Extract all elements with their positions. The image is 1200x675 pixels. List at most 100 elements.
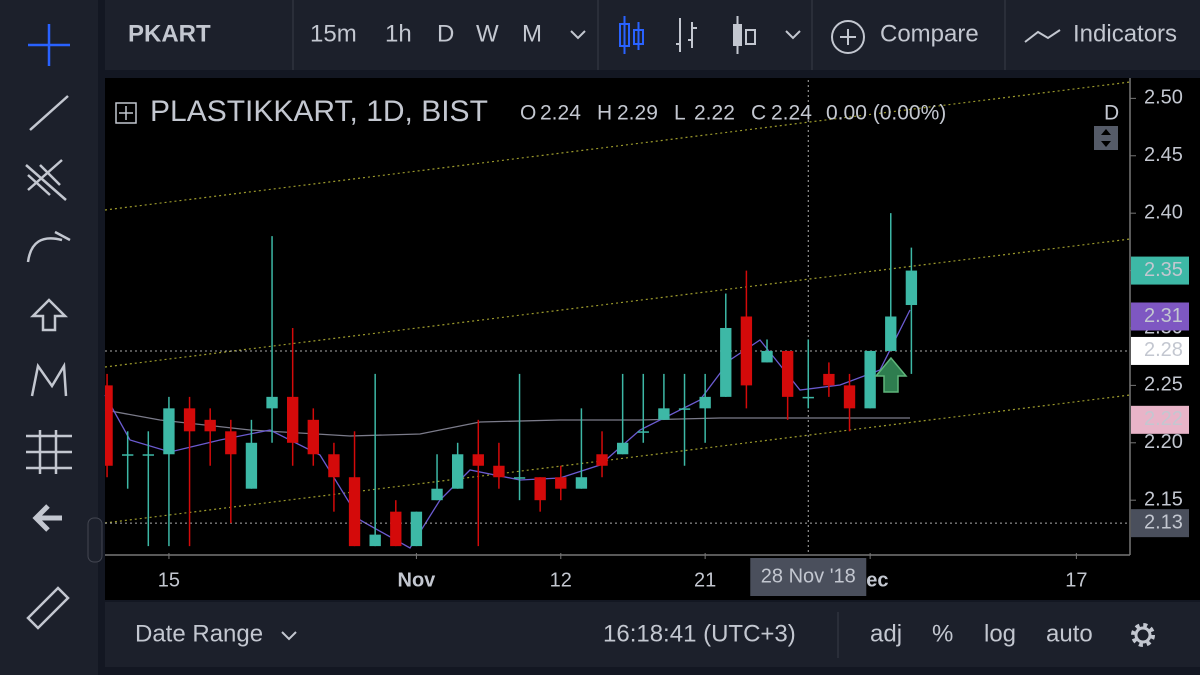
candle-body xyxy=(225,431,237,455)
collapse-legend[interactable] xyxy=(115,102,137,124)
candle-body xyxy=(204,419,216,432)
chart-style-icons[interactable] xyxy=(619,16,801,54)
price-badge xyxy=(1131,405,1189,434)
compare-button[interactable]: Compare xyxy=(880,20,979,47)
x-tick-label: 15 xyxy=(158,569,180,591)
indicators-button[interactable]: Indicators xyxy=(1073,20,1177,47)
settings[interactable] xyxy=(1131,623,1155,647)
scale-option[interactable]: auto xyxy=(1046,620,1093,647)
price-badge xyxy=(1131,302,1189,331)
chart-title: PLASTIKKART, 1D, BIST xyxy=(150,95,488,128)
line-tool[interactable] xyxy=(29,95,69,131)
candle-body xyxy=(534,477,546,501)
candle-body xyxy=(513,477,526,479)
interval[interactable]: 15m xyxy=(310,20,357,47)
interval[interactable]: 1h xyxy=(385,20,412,47)
price-badge-label: 2.13 xyxy=(1144,511,1183,533)
measure-tool[interactable] xyxy=(26,430,72,474)
candle-body xyxy=(575,477,588,489)
y-tick-label: 2.50 xyxy=(1144,87,1183,109)
tool-icons xyxy=(25,24,72,630)
candle-body xyxy=(658,408,670,420)
ruler-tool[interactable] xyxy=(26,586,70,630)
change: 0.00 (0.00%) xyxy=(826,102,946,125)
candle-body xyxy=(431,488,443,501)
candle-body xyxy=(105,385,113,466)
arrow-tool[interactable] xyxy=(29,298,69,332)
candle-body xyxy=(348,477,361,547)
date-range[interactable]: Date Range xyxy=(135,620,263,647)
candle-body xyxy=(307,419,319,455)
date-range-dropdown[interactable] xyxy=(281,631,297,641)
candle-body xyxy=(885,316,897,351)
candle-body xyxy=(410,511,423,547)
scale-option[interactable]: % xyxy=(932,620,953,647)
candle-body xyxy=(472,454,484,466)
collapse-legend-plus xyxy=(119,106,133,120)
candle-body xyxy=(328,454,340,478)
candle-body xyxy=(596,454,608,466)
legend-key: L xyxy=(674,102,686,125)
y-tick-label: 2.40 xyxy=(1144,201,1183,223)
x-tick-label: Nov xyxy=(398,569,437,591)
candle-body xyxy=(678,408,691,410)
compare-plus xyxy=(840,29,856,45)
candle-body xyxy=(843,385,856,409)
scale-option[interactable]: log xyxy=(984,620,1016,647)
collapse-handle[interactable] xyxy=(87,517,103,563)
interval[interactable]: M xyxy=(522,20,542,47)
interval[interactable]: D xyxy=(437,20,454,47)
price-badge xyxy=(1131,256,1189,285)
data-mode-badge: D xyxy=(1104,102,1119,125)
candle-body xyxy=(699,396,711,409)
pattern-tool[interactable] xyxy=(30,361,68,397)
candle-body xyxy=(555,477,567,489)
candle-body xyxy=(802,396,814,399)
legend-key: H xyxy=(597,102,612,125)
compare-icon[interactable] xyxy=(831,20,865,54)
y-tick-label: 2.15 xyxy=(1144,488,1183,510)
candle-body xyxy=(390,511,402,547)
candle-body xyxy=(451,454,464,489)
left-toolbar xyxy=(0,0,98,675)
back-tool[interactable] xyxy=(32,504,62,532)
candle-body xyxy=(905,270,918,306)
candle-body xyxy=(287,396,299,443)
scroll-icon-arrows xyxy=(1101,129,1111,147)
price-badge-label: 2.31 xyxy=(1144,305,1183,327)
bottom-toolbar xyxy=(105,602,1200,667)
candle-body xyxy=(245,442,258,489)
candle-body xyxy=(823,373,835,386)
crosshair-tool[interactable] xyxy=(28,24,70,66)
legend-value: 2.24 xyxy=(771,102,812,125)
toolbar-dividers xyxy=(292,0,1006,70)
price-badge-label: 2.35 xyxy=(1144,259,1183,281)
candle-body xyxy=(122,454,134,456)
candle-body xyxy=(781,350,794,397)
top-toolbar xyxy=(105,0,1200,70)
brush-tool[interactable] xyxy=(26,230,71,263)
candle-body xyxy=(761,350,773,363)
candle-body xyxy=(493,465,505,478)
y-tick-label: 2.45 xyxy=(1144,144,1183,166)
crosshair-date-box xyxy=(750,558,867,596)
symbol[interactable]: PKART xyxy=(128,20,211,47)
interval[interactable]: W xyxy=(476,20,499,47)
fib-tool[interactable] xyxy=(25,159,67,201)
moving-average-slow xyxy=(104,409,910,437)
price-badge-label: 2.22 xyxy=(1144,408,1183,430)
legend-key: O xyxy=(520,102,536,125)
price-badge xyxy=(1131,509,1189,538)
candle-body xyxy=(740,316,753,386)
x-tick-label: 17 xyxy=(1065,569,1087,591)
x-tick-label: 21 xyxy=(694,569,716,591)
chart-pane xyxy=(105,78,1135,600)
candle-body xyxy=(720,327,732,397)
scale-option[interactable]: adj xyxy=(870,620,902,647)
price-badge-label: 2.28 xyxy=(1144,339,1183,361)
price-badge xyxy=(1131,336,1189,365)
candle-body xyxy=(864,350,876,409)
interval-dropdown[interactable] xyxy=(570,30,586,40)
candle-body xyxy=(637,431,649,433)
